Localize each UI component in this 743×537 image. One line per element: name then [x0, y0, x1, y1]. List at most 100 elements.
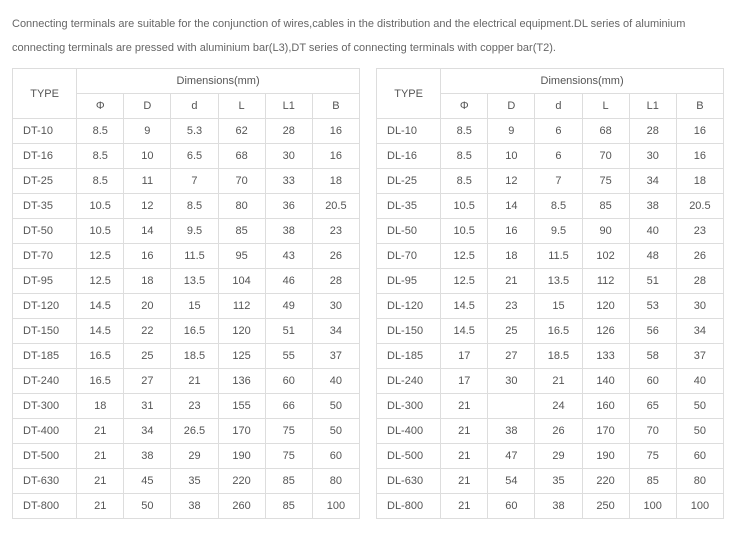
- value-cell: 40: [629, 219, 676, 244]
- table-row: DT-108.595.3622816: [13, 119, 360, 144]
- value-cell: 100: [312, 494, 359, 519]
- type-cell: DT-150: [13, 319, 77, 344]
- value-cell: 15: [535, 294, 582, 319]
- value-cell: 160: [582, 394, 629, 419]
- value-cell: 26.5: [171, 419, 218, 444]
- value-cell: 85: [265, 494, 312, 519]
- table-row: DL-30021241606550: [377, 394, 724, 419]
- type-cell: DL-120: [377, 294, 441, 319]
- column-header: d: [535, 94, 582, 119]
- value-cell: 60: [488, 494, 535, 519]
- value-cell: 7: [535, 169, 582, 194]
- value-cell: 17: [441, 369, 488, 394]
- value-cell: 16.5: [171, 319, 218, 344]
- value-cell: 20.5: [312, 194, 359, 219]
- value-cell: 6: [535, 119, 582, 144]
- value-cell: 14.5: [441, 294, 488, 319]
- value-cell: 60: [265, 369, 312, 394]
- type-cell: DT-800: [13, 494, 77, 519]
- table-row: DT-6302145352208580: [13, 469, 360, 494]
- value-cell: 14.5: [77, 294, 124, 319]
- value-cell: 28: [312, 269, 359, 294]
- value-cell: 220: [582, 469, 629, 494]
- value-cell: 6.5: [171, 144, 218, 169]
- value-cell: 25: [124, 344, 171, 369]
- type-cell: DT-16: [13, 144, 77, 169]
- value-cell: 17: [441, 344, 488, 369]
- value-cell: 35: [535, 469, 582, 494]
- table-row: DL-108.596682816: [377, 119, 724, 144]
- value-cell: 16: [488, 219, 535, 244]
- type-cell: DL-800: [377, 494, 441, 519]
- column-header: Φ: [77, 94, 124, 119]
- value-cell: 35: [171, 469, 218, 494]
- type-cell: DT-185: [13, 344, 77, 369]
- value-cell: 8.5: [535, 194, 582, 219]
- type-cell: DL-70: [377, 244, 441, 269]
- column-header: Φ: [441, 94, 488, 119]
- value-cell: 21: [77, 494, 124, 519]
- value-cell: 50: [676, 394, 723, 419]
- value-cell: 120: [218, 319, 265, 344]
- dt-series-table: TYPE Dimensions(mm) ΦDdLL1B DT-108.595.3…: [12, 68, 360, 519]
- value-cell: 27: [488, 344, 535, 369]
- type-cell: DT-70: [13, 244, 77, 269]
- value-cell: 10: [124, 144, 171, 169]
- value-cell: 60: [629, 369, 676, 394]
- value-cell: 10.5: [77, 194, 124, 219]
- type-cell: DL-400: [377, 419, 441, 444]
- value-cell: 85: [629, 469, 676, 494]
- value-cell: 12: [488, 169, 535, 194]
- value-cell: 48: [629, 244, 676, 269]
- value-cell: 58: [629, 344, 676, 369]
- value-cell: 190: [582, 444, 629, 469]
- value-cell: 29: [171, 444, 218, 469]
- value-cell: 31: [124, 394, 171, 419]
- value-cell: 155: [218, 394, 265, 419]
- value-cell: 9: [488, 119, 535, 144]
- value-cell: 20: [124, 294, 171, 319]
- column-header: L: [218, 94, 265, 119]
- value-cell: 54: [488, 469, 535, 494]
- table-row: DL-9512.52113.51125128: [377, 269, 724, 294]
- type-cell: DT-500: [13, 444, 77, 469]
- type-header: TYPE: [13, 69, 77, 119]
- value-cell: 40: [312, 369, 359, 394]
- value-cell: 29: [535, 444, 582, 469]
- value-cell: 18.5: [535, 344, 582, 369]
- value-cell: 70: [218, 169, 265, 194]
- table-row: DT-7012.51611.5954326: [13, 244, 360, 269]
- value-cell: 120: [582, 294, 629, 319]
- value-cell: 30: [629, 144, 676, 169]
- value-cell: 40: [676, 369, 723, 394]
- value-cell: 46: [265, 269, 312, 294]
- value-cell: 34: [676, 319, 723, 344]
- value-cell: 100: [629, 494, 676, 519]
- value-cell: 16: [312, 144, 359, 169]
- intro-paragraph: Connecting terminals are suitable for th…: [12, 12, 731, 60]
- value-cell: 18.5: [171, 344, 218, 369]
- value-cell: 85: [582, 194, 629, 219]
- type-cell: DT-35: [13, 194, 77, 219]
- value-cell: 33: [265, 169, 312, 194]
- value-cell: 14.5: [441, 319, 488, 344]
- table-row: DL-168.5106703016: [377, 144, 724, 169]
- value-cell: 26: [535, 419, 582, 444]
- table-row: DL-185172718.51335837: [377, 344, 724, 369]
- type-cell: DT-300: [13, 394, 77, 419]
- table-row: DL-5010.5169.5904023: [377, 219, 724, 244]
- value-cell: 23: [488, 294, 535, 319]
- column-header: L1: [265, 94, 312, 119]
- value-cell: 18: [488, 244, 535, 269]
- value-cell: 16: [312, 119, 359, 144]
- value-cell: 250: [582, 494, 629, 519]
- value-cell: 23: [676, 219, 723, 244]
- value-cell: 125: [218, 344, 265, 369]
- table-row: DL-15014.52516.51265634: [377, 319, 724, 344]
- value-cell: 60: [312, 444, 359, 469]
- type-cell: DL-50: [377, 219, 441, 244]
- value-cell: 16: [676, 144, 723, 169]
- table-row: DL-800216038250100100: [377, 494, 724, 519]
- value-cell: 8.5: [441, 144, 488, 169]
- value-cell: 60: [676, 444, 723, 469]
